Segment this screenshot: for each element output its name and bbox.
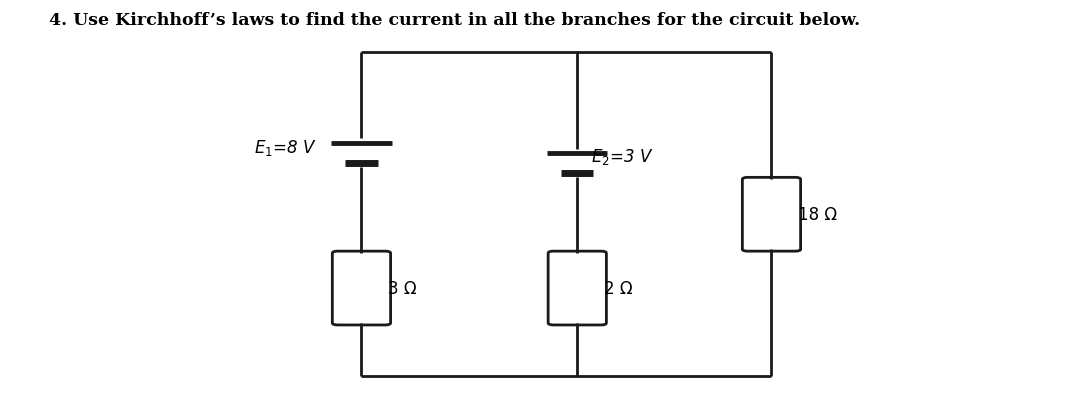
FancyBboxPatch shape: [548, 252, 606, 325]
Text: 4. Use Kirchhoff’s laws to find the current in all the branches for the circuit : 4. Use Kirchhoff’s laws to find the curr…: [49, 12, 860, 29]
Text: 3 Ω: 3 Ω: [388, 279, 418, 297]
Text: $E_1$=8 V: $E_1$=8 V: [254, 137, 316, 157]
FancyBboxPatch shape: [742, 178, 801, 252]
Text: 2 Ω: 2 Ω: [604, 279, 633, 297]
Text: 18 Ω: 18 Ω: [798, 206, 837, 224]
Text: $E_2$=3 V: $E_2$=3 V: [591, 147, 654, 166]
FancyBboxPatch shape: [332, 252, 391, 325]
